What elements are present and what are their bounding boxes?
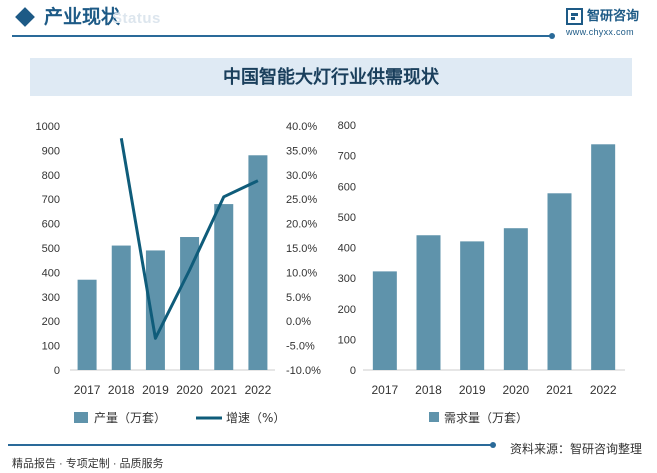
y-tick-label-demand: 400 (338, 243, 356, 255)
bar-demand-2021 (547, 193, 572, 370)
growth-rate-line (119, 137, 259, 340)
y-tick-label-left: 600 (42, 219, 60, 231)
y-tick-label-demand: 500 (338, 212, 356, 224)
section-title: 产业现状 (44, 7, 121, 28)
x-tick-label-right: 2018 (415, 383, 442, 397)
y-tick-label-right: 15.0% (286, 243, 317, 255)
section-header: 产业现状 Status (0, 0, 657, 44)
y-tick-label-left: 800 (42, 170, 60, 182)
y-tick-label-right: 0.0% (286, 316, 311, 328)
x-tick-label-left: 2018 (108, 383, 135, 397)
x-tick-label-right: 2020 (502, 383, 529, 397)
data-source: 资料来源：智研咨询整理 (510, 442, 643, 456)
legend-swatch-demand (429, 412, 439, 422)
y-tick-label-left: 300 (42, 292, 60, 304)
y-tick-label-demand: 0 (350, 365, 356, 377)
bar-production-2022 (248, 155, 268, 370)
y-tick-label-left: 100 (42, 341, 60, 353)
chyxx-logo-icon (566, 8, 583, 25)
bar-demand-2019 (460, 241, 485, 370)
y-tick-label-demand: 600 (338, 181, 356, 193)
bar-production-2019 (145, 250, 165, 370)
x-tick-label-left: 2021 (210, 383, 237, 397)
y-tick-label-right: 40.0% (286, 121, 317, 133)
y-tick-label-demand: 300 (338, 273, 356, 285)
x-tick-label-left: 2022 (245, 383, 272, 397)
y-tick-label-demand: 100 (338, 334, 356, 346)
y-tick-label-left: 500 (42, 243, 60, 255)
bar-demand-2020 (503, 228, 528, 370)
x-tick-label-left: 2019 (142, 383, 169, 397)
y-tick-label-demand: 200 (338, 304, 356, 316)
footer-divider (8, 444, 493, 446)
y-tick-label-right: 20.0% (286, 219, 317, 231)
y-tick-label-right: 25.0% (286, 194, 317, 206)
y-tick-label-right: 35.0% (286, 145, 317, 157)
bar-production-2018 (111, 245, 131, 370)
footer-tagline: 精品报告 · 专项定制 · 品质服务 (12, 458, 164, 470)
x-tick-label-left: 2017 (74, 383, 101, 397)
y-tick-label-right: -5.0% (286, 341, 315, 353)
x-tick-label-right: 2022 (590, 383, 617, 397)
brand-url: www.chyxx.com (566, 27, 634, 37)
y-tick-label-left: 1000 (36, 121, 60, 133)
bar-production-2020 (180, 237, 200, 370)
y-tick-label-demand: 800 (338, 120, 356, 132)
bar-production-2021 (214, 204, 234, 370)
y-tick-label-demand: 700 (338, 151, 356, 163)
x-tick-label-right: 2019 (459, 383, 486, 397)
ghost-watermark-text: Status (112, 10, 161, 27)
chart-title-bar: 中国智能大灯行业供需现状 (30, 58, 632, 96)
header-divider-dot (549, 33, 555, 39)
brand-name: 智研咨询 (587, 8, 640, 23)
bar-production-2017 (77, 279, 97, 370)
legend-label-demand: 需求量（万套） (444, 411, 528, 425)
bar-demand-2022 (591, 144, 616, 370)
legend-label-growth: 增速（%） (226, 411, 285, 425)
chart-title: 中国智能大灯行业供需现状 (223, 67, 439, 87)
y-tick-label-left: 900 (42, 145, 60, 157)
x-tick-label-right: 2017 (371, 383, 398, 397)
y-tick-label-right: -10.0% (286, 365, 321, 377)
legend-swatch-production (74, 412, 88, 423)
y-tick-label-right: 10.0% (286, 267, 317, 279)
y-tick-label-left: 0 (54, 365, 60, 377)
footer-divider-dot (490, 442, 496, 448)
bar-demand-2017 (372, 271, 397, 370)
y-tick-label-left: 400 (42, 267, 60, 279)
bar-demand-2018 (416, 235, 441, 370)
y-tick-label-right: 5.0% (286, 292, 311, 304)
y-tick-label-right: 30.0% (286, 170, 317, 182)
x-tick-label-right: 2021 (546, 383, 573, 397)
x-tick-label-left: 2020 (176, 383, 203, 397)
y-tick-label-left: 200 (42, 316, 60, 328)
y-tick-label-left: 700 (42, 194, 60, 206)
header-divider (12, 35, 552, 37)
legend-label-production: 产量（万套） (94, 411, 166, 425)
